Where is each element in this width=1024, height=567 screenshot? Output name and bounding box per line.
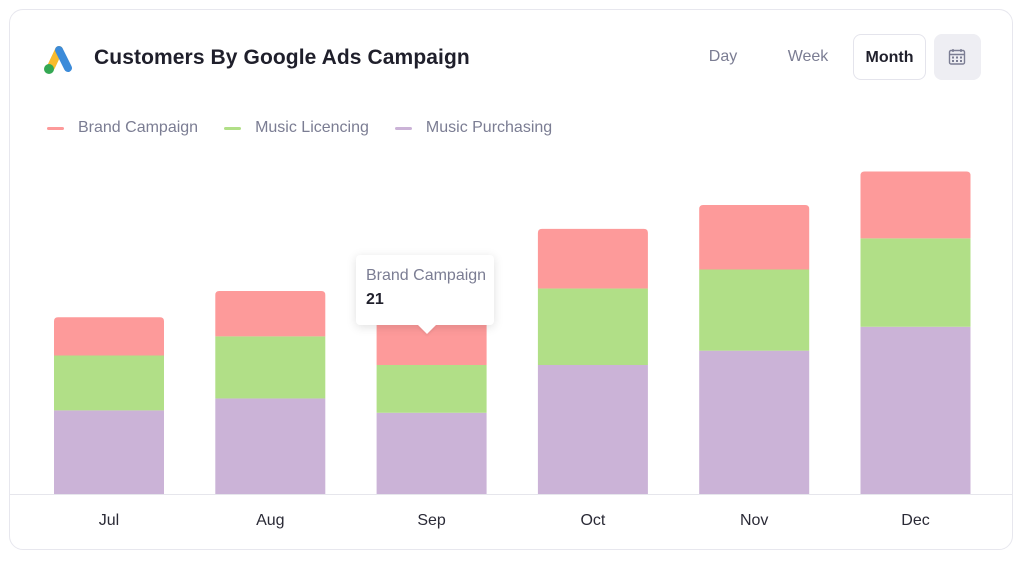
bar-segment-brand-campaign-nov[interactable] [699, 204, 810, 270]
bar-segment-brand-campaign-sep[interactable] [376, 314, 487, 365]
bar-segment-brand-campaign-oct[interactable] [537, 228, 648, 289]
bar-segment-music-purchasing-dec[interactable] [860, 326, 971, 494]
tooltip-series-name: Brand Campaign [366, 267, 487, 284]
bar-segment-music-licencing-sep[interactable] [376, 365, 487, 413]
legend-swatch [394, 126, 412, 130]
period-month-button[interactable]: Month [853, 34, 926, 80]
legend-item[interactable]: Music Licencing [224, 119, 369, 137]
bar-segment-music-licencing-aug[interactable] [215, 336, 326, 399]
legend-label: Music Purchasing [425, 119, 553, 136]
chart-title: Customers By Google Ads Campaign [94, 46, 470, 69]
tooltip-value: 21 [366, 291, 384, 308]
x-tick-label: Dec [901, 512, 929, 529]
bar-segment-music-purchasing-jul[interactable] [54, 410, 164, 494]
bar-segment-brand-campaign-dec[interactable] [860, 171, 971, 239]
x-tick-label: Nov [740, 512, 768, 529]
legend-swatch [224, 126, 242, 130]
x-tick-label: Aug [256, 512, 284, 529]
legend-item[interactable]: Brand Campaign [47, 119, 198, 137]
google-ads-logo-icon [44, 46, 72, 74]
x-tick-label: Oct [580, 512, 605, 529]
bar-segment-brand-campaign-aug[interactable] [215, 290, 326, 337]
legend-swatch [47, 126, 64, 130]
bar-segment-music-purchasing-oct[interactable] [537, 365, 648, 494]
bar-segment-music-licencing-oct[interactable] [537, 288, 648, 365]
calendar-button[interactable] [934, 34, 981, 80]
chart-legend: Brand Campaign Music Licencing Music Purch… [47, 118, 578, 138]
stacked-bar-chart: Jul Aug Sep Oct Nov Dec [10, 171, 1012, 529]
chart-tooltip: Brand Campaign 21 [356, 255, 494, 325]
bar-segment-brand-campaign-jul[interactable] [54, 317, 164, 356]
period-day-button[interactable]: Day [708, 48, 738, 65]
bar-segment-music-purchasing-nov[interactable] [699, 350, 810, 494]
bar-segment-music-licencing-nov[interactable] [699, 269, 810, 351]
legend-item[interactable]: Music Purchasing [394, 119, 553, 137]
bar-segment-music-purchasing-sep[interactable] [376, 412, 487, 494]
x-tick-label: Sep [417, 512, 446, 529]
calendar-icon [948, 49, 966, 65]
legend-label: Music Licencing [255, 119, 369, 136]
period-week-button[interactable]: Week [787, 48, 829, 65]
bar-segment-music-licencing-dec[interactable] [860, 238, 971, 327]
chart-card: Customers By Google Ads Campaign Day Wee… [9, 9, 1013, 550]
bar-segment-music-licencing-jul[interactable] [54, 355, 164, 411]
legend-label: Brand Campaign [78, 119, 199, 136]
x-tick-label: Jul [99, 512, 119, 529]
bar-segment-music-purchasing-aug[interactable] [215, 398, 326, 494]
